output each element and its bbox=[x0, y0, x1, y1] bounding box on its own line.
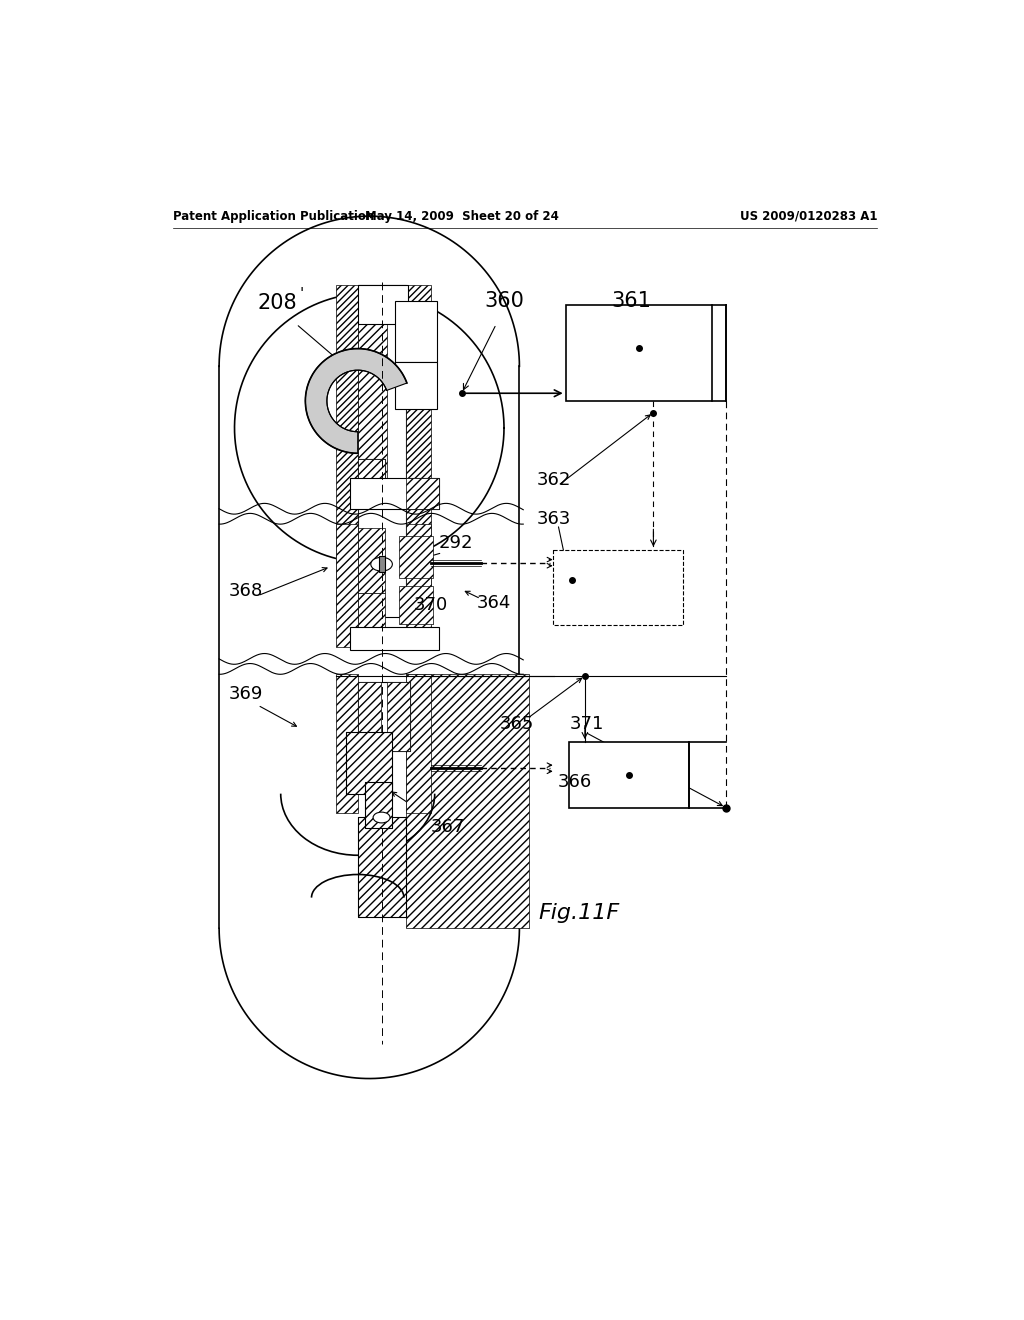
Bar bbox=[357, 285, 408, 323]
Bar bbox=[357, 682, 410, 751]
Bar bbox=[398, 536, 433, 578]
Text: 370: 370 bbox=[414, 597, 449, 614]
Text: 292: 292 bbox=[438, 535, 473, 552]
Text: 371: 371 bbox=[569, 715, 604, 734]
Text: May 14, 2009  Sheet 20 of 24: May 14, 2009 Sheet 20 of 24 bbox=[365, 210, 559, 223]
Bar bbox=[407, 285, 431, 616]
Bar bbox=[366, 781, 392, 829]
Text: 368: 368 bbox=[229, 582, 263, 601]
Bar bbox=[387, 682, 410, 751]
Text: 365: 365 bbox=[500, 715, 535, 734]
Text: 360: 360 bbox=[484, 290, 524, 310]
Bar bbox=[350, 627, 438, 649]
Text: 366: 366 bbox=[558, 774, 592, 791]
Text: US 2009/0120283 A1: US 2009/0120283 A1 bbox=[740, 210, 878, 223]
Bar bbox=[407, 478, 438, 508]
Bar bbox=[569, 742, 689, 808]
Bar bbox=[565, 305, 712, 401]
Bar bbox=[357, 459, 385, 502]
Bar bbox=[398, 586, 433, 624]
Wedge shape bbox=[305, 348, 407, 453]
Bar bbox=[357, 594, 385, 628]
Bar bbox=[407, 675, 431, 813]
Bar bbox=[407, 675, 529, 928]
Text: 363: 363 bbox=[537, 510, 570, 528]
Text: 361: 361 bbox=[611, 290, 651, 310]
Bar bbox=[350, 478, 438, 508]
Bar bbox=[553, 549, 683, 626]
Bar bbox=[357, 817, 407, 917]
Bar bbox=[346, 733, 392, 793]
Bar bbox=[357, 528, 385, 594]
Bar bbox=[357, 459, 385, 502]
Text: 364: 364 bbox=[477, 594, 511, 612]
Text: 362: 362 bbox=[537, 471, 570, 490]
Text: Fig.11F: Fig.11F bbox=[539, 903, 620, 923]
Bar bbox=[336, 524, 357, 647]
Ellipse shape bbox=[373, 812, 390, 822]
Bar bbox=[407, 524, 431, 647]
Ellipse shape bbox=[371, 557, 392, 572]
Bar bbox=[357, 817, 407, 917]
Text: 367: 367 bbox=[431, 818, 465, 836]
Bar bbox=[357, 682, 381, 751]
Bar bbox=[357, 323, 387, 478]
Bar bbox=[336, 675, 357, 813]
Bar bbox=[366, 781, 392, 829]
Text: 369: 369 bbox=[229, 685, 263, 702]
Text: 208: 208 bbox=[258, 293, 297, 313]
Text: Patent Application Publication: Patent Application Publication bbox=[173, 210, 374, 223]
Bar bbox=[394, 301, 437, 363]
Text: ': ' bbox=[300, 286, 304, 301]
Bar bbox=[336, 285, 357, 616]
Bar bbox=[379, 557, 385, 572]
Bar bbox=[357, 285, 407, 616]
Bar bbox=[346, 733, 392, 793]
Bar bbox=[394, 363, 437, 409]
